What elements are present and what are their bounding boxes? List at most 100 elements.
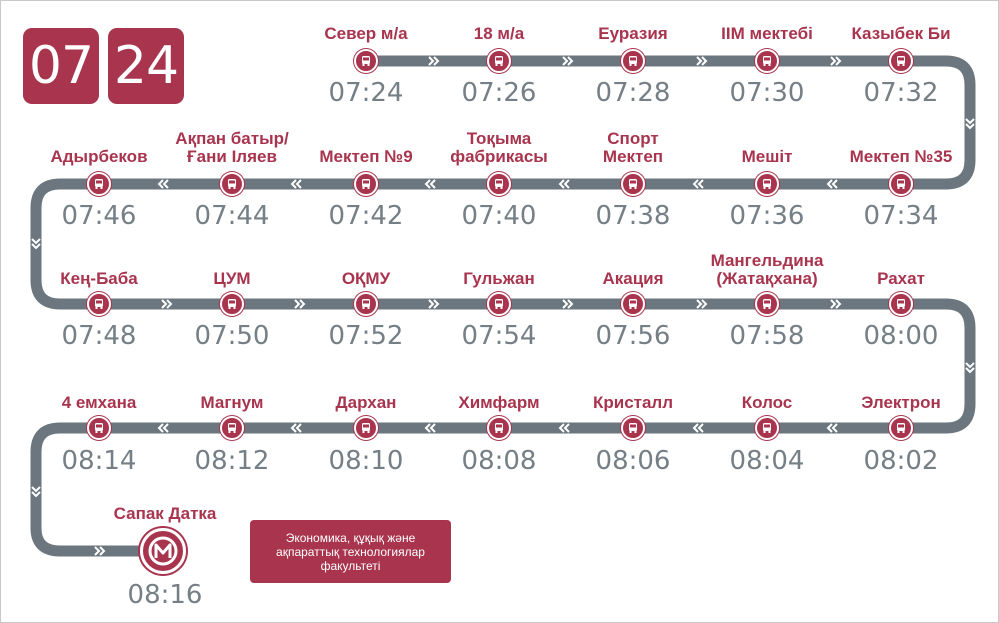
direction-chevron bbox=[831, 423, 838, 433]
stop-time: 07:32 bbox=[863, 78, 939, 108]
bus-stop-icon[interactable] bbox=[621, 292, 645, 316]
stop-name: 4 емхана bbox=[61, 393, 137, 412]
stop-time: 08:14 bbox=[61, 446, 137, 476]
direction-chevron bbox=[697, 179, 704, 189]
stop-name: Мектеп №35 bbox=[849, 147, 953, 166]
direction-chevron bbox=[31, 486, 41, 493]
bus-stop-icon[interactable] bbox=[487, 172, 511, 196]
bus-stop-icon[interactable] bbox=[755, 49, 779, 73]
stop-name: Акация bbox=[602, 269, 664, 288]
bus-stop-icon[interactable] bbox=[889, 416, 913, 440]
direction-chevron bbox=[31, 238, 41, 245]
stop-name: Север м/а bbox=[324, 24, 408, 43]
bus-stop-icon[interactable] bbox=[87, 292, 111, 316]
bus-stop-icon[interactable] bbox=[220, 416, 244, 440]
stop-name: IIM мектебі bbox=[721, 24, 813, 43]
direction-chevron bbox=[835, 56, 842, 66]
direction-chevron bbox=[965, 118, 975, 125]
direction-chevron bbox=[166, 299, 173, 309]
stop-name: Ақпан батыр/ Ғани Іляев bbox=[175, 129, 289, 166]
stop-time: 07:50 bbox=[194, 321, 270, 351]
bus-stop-icon[interactable] bbox=[755, 416, 779, 440]
direction-chevron bbox=[161, 299, 168, 309]
direction-chevron bbox=[428, 56, 435, 66]
direction-chevron bbox=[294, 299, 301, 309]
direction-chevron bbox=[162, 179, 169, 189]
bus-stop-icon[interactable] bbox=[87, 416, 111, 440]
direction-chevron bbox=[157, 423, 164, 433]
direction-chevron bbox=[563, 179, 570, 189]
direction-chevron bbox=[290, 423, 297, 433]
bus-stop-icon[interactable] bbox=[487, 416, 511, 440]
stop-time: 07:38 bbox=[595, 201, 671, 231]
stop-name: Гульжан bbox=[463, 269, 535, 288]
stop-name: Рахат bbox=[877, 269, 925, 288]
bus-stop-icon[interactable] bbox=[621, 49, 645, 73]
stop-name: Электрон bbox=[861, 393, 941, 412]
stop-time: 08:00 bbox=[863, 321, 939, 351]
direction-chevron bbox=[965, 362, 975, 369]
direction-chevron bbox=[830, 299, 837, 309]
stop-time: 08:06 bbox=[595, 446, 671, 476]
direction-chevron bbox=[162, 423, 169, 433]
stop-name: Спорт Мектеп bbox=[602, 129, 664, 166]
bus-stop-icon[interactable] bbox=[889, 172, 913, 196]
direction-chevron bbox=[692, 423, 699, 433]
stop-time: 08:04 bbox=[729, 446, 805, 476]
stop-name: Мешіт bbox=[741, 147, 793, 166]
stop-time: 07:58 bbox=[729, 321, 805, 351]
bus-stop-icon[interactable] bbox=[220, 172, 244, 196]
direction-chevron bbox=[701, 299, 708, 309]
bus-stop-icon[interactable] bbox=[889, 292, 913, 316]
direction-chevron bbox=[965, 123, 975, 130]
bus-stop-icon[interactable] bbox=[354, 416, 378, 440]
bus-stop-icon[interactable] bbox=[87, 172, 111, 196]
faculty-label: Экономика, құқық және ақпараттық техноло… bbox=[250, 520, 451, 583]
direction-chevron bbox=[701, 56, 708, 66]
direction-chevron bbox=[295, 179, 302, 189]
bus-stop-icon[interactable] bbox=[354, 292, 378, 316]
stop-time: 08:10 bbox=[328, 446, 404, 476]
stop-time: 07:36 bbox=[729, 201, 805, 231]
direction-chevron bbox=[433, 299, 440, 309]
bus-stop-icon[interactable] bbox=[220, 292, 244, 316]
direction-chevron bbox=[31, 243, 41, 250]
stop-time: 07:40 bbox=[461, 201, 537, 231]
stop-name: Кең-Баба bbox=[60, 269, 138, 288]
direction-chevron bbox=[99, 546, 106, 556]
direction-chevron bbox=[157, 179, 164, 189]
stop-name: Тоқыма фабрикасы bbox=[450, 129, 548, 166]
direction-chevron bbox=[835, 299, 842, 309]
direction-chevron bbox=[562, 299, 569, 309]
stop-name: Мангельдина (Жатақхана) bbox=[710, 251, 824, 288]
terminal-time: 08:16 bbox=[127, 580, 203, 610]
direction-chevron bbox=[965, 367, 975, 374]
stop-name: Адырбеков bbox=[50, 147, 148, 166]
stop-name: 18 м/а bbox=[473, 24, 525, 43]
direction-chevron bbox=[697, 423, 704, 433]
bus-stop-icon[interactable] bbox=[621, 172, 645, 196]
bus-stop-icon[interactable] bbox=[487, 49, 511, 73]
stop-time: 07:44 bbox=[194, 201, 270, 231]
stop-name: Еуразия bbox=[598, 24, 668, 43]
stop-time: 07:52 bbox=[328, 321, 404, 351]
bus-stop-icon[interactable] bbox=[755, 172, 779, 196]
bus-stop-icon[interactable] bbox=[354, 49, 378, 73]
bus-stop-icon[interactable] bbox=[755, 292, 779, 316]
stop-time: 08:08 bbox=[461, 446, 537, 476]
stop-name: ЦУМ bbox=[213, 269, 251, 288]
bus-stop-icon[interactable] bbox=[487, 292, 511, 316]
stop-name: ОҚМУ bbox=[341, 269, 391, 288]
stop-time: 07:26 bbox=[461, 78, 537, 108]
bus-stop-icon[interactable] bbox=[621, 416, 645, 440]
stop-time: 07:42 bbox=[328, 201, 404, 231]
direction-chevron bbox=[299, 299, 306, 309]
stop-time: 07:56 bbox=[595, 321, 671, 351]
stop-time: 07:30 bbox=[729, 78, 805, 108]
bus-stop-icon[interactable] bbox=[354, 172, 378, 196]
direction-chevron bbox=[429, 423, 436, 433]
stop-time: 07:54 bbox=[461, 321, 537, 351]
metro-m-icon[interactable] bbox=[140, 528, 186, 574]
terminal-name: Сапак Датка bbox=[113, 504, 217, 523]
bus-stop-icon[interactable] bbox=[889, 49, 913, 73]
